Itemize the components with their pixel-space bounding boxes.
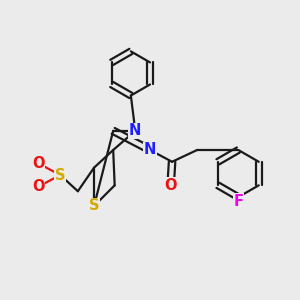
- Text: O: O: [164, 178, 177, 193]
- Text: S: S: [55, 167, 65, 182]
- Text: O: O: [32, 179, 44, 194]
- Text: N: N: [144, 142, 156, 158]
- Text: F: F: [233, 194, 243, 209]
- Text: S: S: [89, 198, 99, 213]
- Text: N: N: [129, 123, 142, 138]
- Text: O: O: [32, 156, 44, 171]
